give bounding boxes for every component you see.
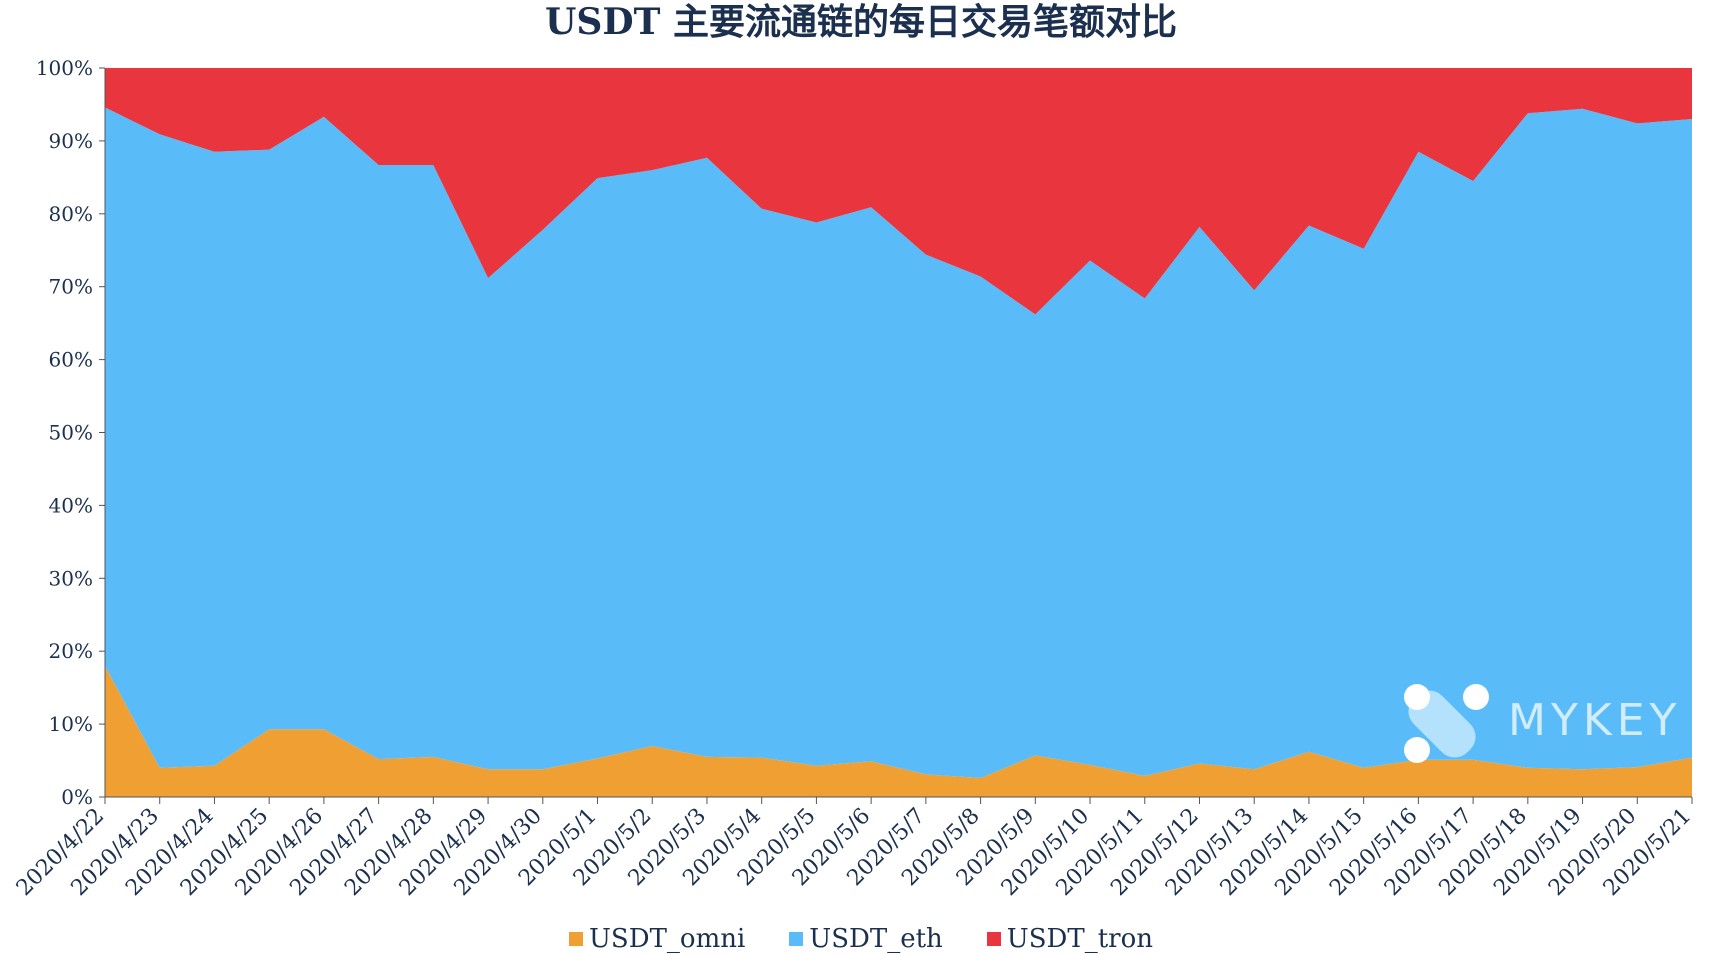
y-tick-label: 30% (49, 566, 93, 590)
legend-label: USDT_eth (809, 924, 943, 954)
area-series-group (105, 68, 1692, 797)
y-tick-label: 60% (49, 348, 93, 372)
legend-label: USDT_omni (589, 924, 746, 954)
area-series-usdt-eth (105, 107, 1692, 778)
legend-item-usdt-tron: USDT_tron (986, 924, 1153, 954)
legend-item-usdt-omni: USDT_omni (569, 924, 745, 954)
legend-item-usdt-eth: USDT_eth (789, 924, 943, 954)
legend-swatch (789, 932, 804, 946)
legend-swatch (569, 932, 584, 946)
mykey-logo-icon (1404, 684, 1489, 763)
y-tick-label: 40% (49, 493, 93, 517)
watermark-text: MYKEY (1508, 695, 1682, 746)
y-tick-label: 80% (49, 202, 93, 226)
y-tick-label: 100% (36, 56, 93, 80)
legend-label: USDT_tron (1006, 924, 1153, 954)
y-tick-label: 90% (49, 129, 93, 153)
mykey-watermark: MYKEY (1392, 676, 1692, 766)
y-tick-label: 0% (61, 785, 93, 809)
area-series-usdt-omni (105, 665, 1692, 797)
y-tick-label: 20% (49, 639, 93, 663)
y-tick-label: 70% (49, 275, 93, 299)
chart-title: USDT 主要流通链的每日交易笔额对比 (545, 1, 1177, 43)
legend-swatch (986, 932, 1001, 946)
legend: USDT_omni USDT_eth USDT_tron (0, 924, 1722, 954)
y-tick-label: 10% (49, 712, 93, 736)
y-tick-label: 50% (49, 421, 93, 445)
area-series-usdt-tron (105, 68, 1692, 315)
